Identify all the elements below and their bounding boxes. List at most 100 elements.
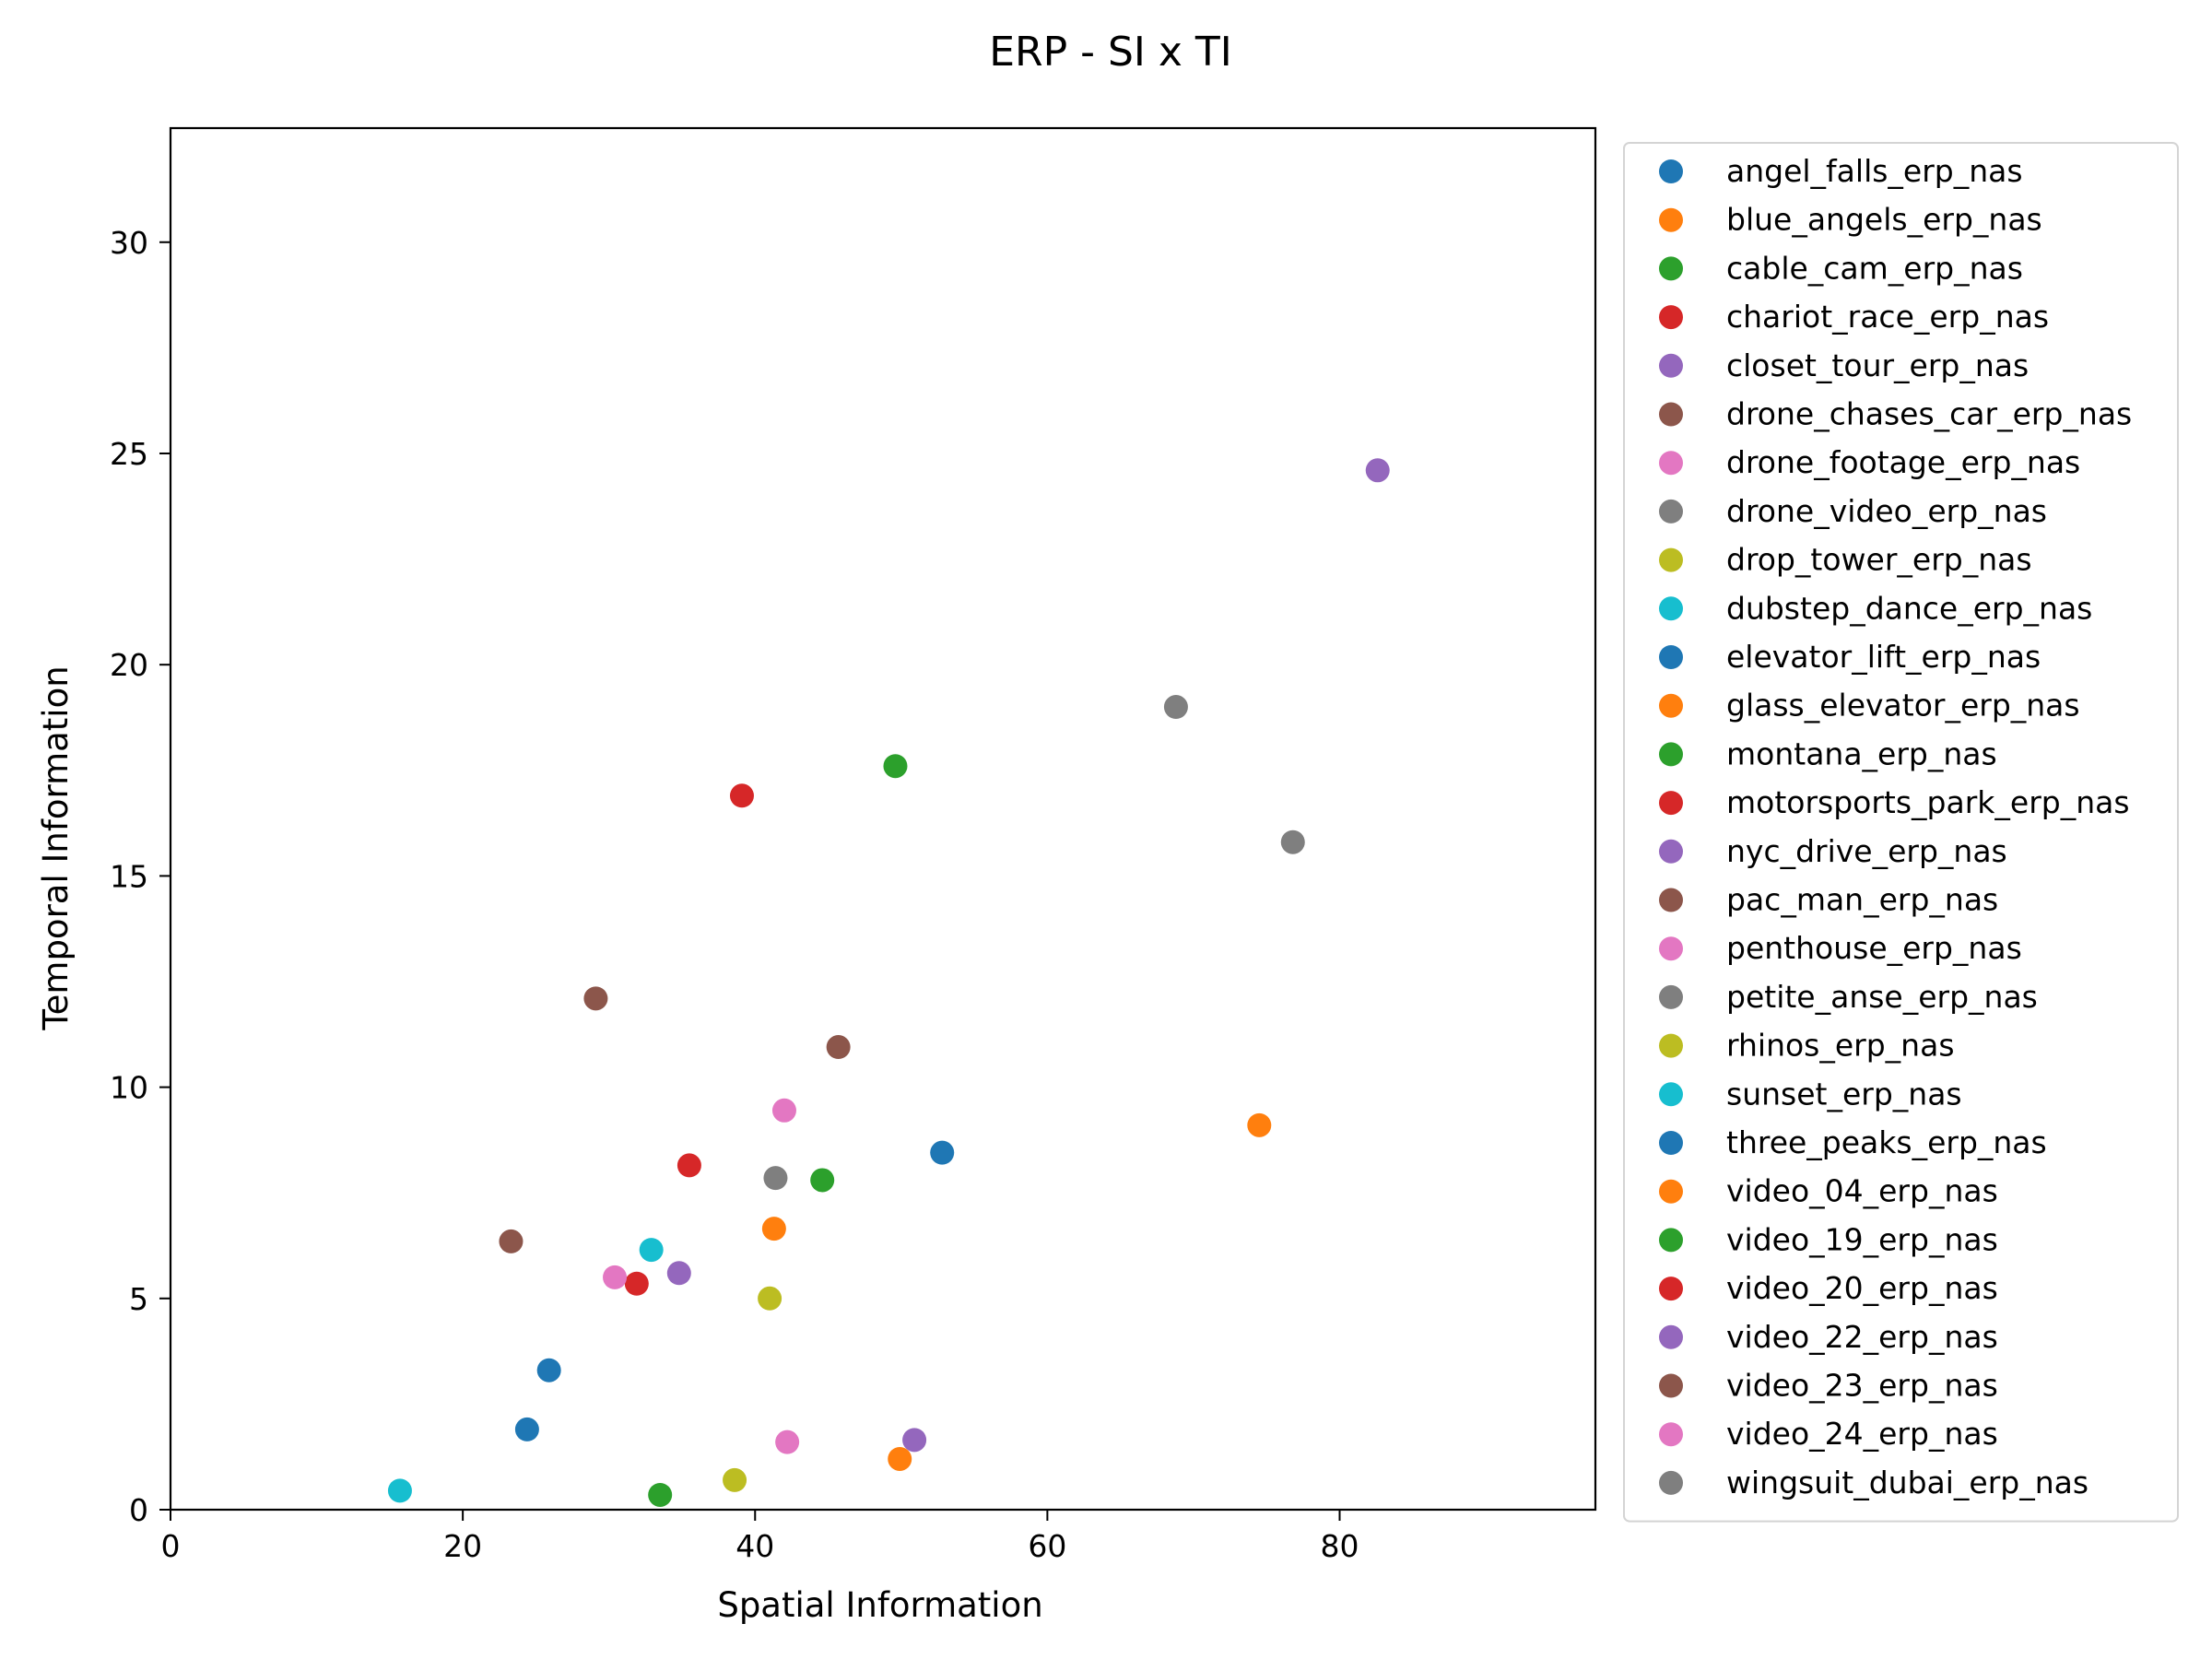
data-point-pac_man_erp_nas	[499, 1229, 524, 1253]
y-tick-label: 25	[110, 436, 148, 472]
legend-label-angel_falls_erp_nas: angel_falls_erp_nas	[1726, 153, 2023, 189]
data-point-video_23_erp_nas	[826, 1035, 851, 1060]
x-tick-label: 60	[1028, 1528, 1066, 1564]
legend-marker-video_22_erp_nas	[1659, 1324, 1683, 1349]
legend-marker-sunset_erp_nas	[1659, 1082, 1683, 1107]
legend-label-video_19_erp_nas: video_19_erp_nas	[1726, 1221, 1998, 1257]
legend-marker-drone_video_erp_nas	[1659, 499, 1683, 524]
legend-label-glass_elevator_erp_nas: glass_elevator_erp_nas	[1726, 688, 2080, 724]
data-point-motorsports_park_erp_nas	[677, 1153, 701, 1178]
x-axis-title: Spatial Information	[717, 1585, 1042, 1625]
data-point-chariot_race_erp_nas	[624, 1271, 649, 1296]
legend-label-video_04_erp_nas: video_04_erp_nas	[1726, 1173, 1998, 1209]
data-point-video_24_erp_nas	[771, 1098, 796, 1123]
legend-marker-video_20_erp_nas	[1659, 1277, 1683, 1301]
legend: angel_falls_erp_nas blue_angels_erp_nasca…	[1623, 142, 2179, 1523]
legend-label-wingsuit_dubai_erp_nas: wingsuit_dubai_erp_nas	[1726, 1465, 2088, 1500]
data-point-nyc_drive_erp_nas	[902, 1428, 927, 1453]
legend-marker-angel_falls_erp_nas	[1659, 159, 1683, 183]
legend-marker-pac_man_erp_nas	[1659, 888, 1683, 912]
data-point-angel_falls_erp_nas	[514, 1417, 539, 1441]
data-point-wingsuit_dubai_erp_nas	[763, 1166, 788, 1191]
legend-label-blue_angels_erp_nas: blue_angels_erp_nas	[1726, 202, 2042, 238]
legend-label-rhinos_erp_nas: rhinos_erp_nas	[1726, 1028, 1955, 1064]
data-point-penthouse_erp_nas	[603, 1265, 628, 1289]
legend-marker-drone_footage_erp_nas	[1659, 451, 1683, 476]
legend-marker-blue_angels_erp_nas	[1659, 207, 1683, 232]
legend-marker-video_19_erp_nas	[1659, 1228, 1683, 1253]
legend-label-drone_chases_car_erp_nas: drone_chases_car_erp_nas	[1726, 396, 2132, 432]
legend-marker-video_04_erp_nas	[1659, 1179, 1683, 1204]
x-tick-label: 0	[161, 1528, 181, 1564]
data-point-drop_tower_erp_nas	[758, 1286, 782, 1311]
data-point-drone_footage_erp_nas	[775, 1430, 800, 1454]
data-point-three_peaks_erp_nas	[536, 1358, 561, 1382]
legend-label-penthouse_erp_nas: penthouse_erp_nas	[1726, 930, 2022, 966]
legend-label-petite_anse_erp_nas: petite_anse_erp_nas	[1726, 979, 2038, 1015]
legend-label-motorsports_park_erp_nas: motorsports_park_erp_nas	[1726, 784, 2130, 820]
legend-label-drone_video_erp_nas: drone_video_erp_nas	[1726, 493, 2047, 529]
legend-marker-video_23_erp_nas	[1659, 1373, 1683, 1398]
plot-frame	[169, 126, 1597, 1512]
data-point-video_22_erp_nas	[1365, 458, 1390, 483]
legend-label-three_peaks_erp_nas: three_peaks_erp_nas	[1726, 1124, 2047, 1160]
y-tick-label: 20	[110, 647, 148, 683]
data-point-sunset_erp_nas	[639, 1238, 664, 1263]
legend-label-nyc_drive_erp_nas: nyc_drive_erp_nas	[1726, 833, 2007, 869]
data-point-dubstep_dance_erp_nas	[387, 1478, 412, 1503]
data-point-drone_chases_car_erp_nas	[583, 986, 608, 1011]
data-point-elevator_lift_erp_nas	[930, 1140, 955, 1165]
legend-label-drone_footage_erp_nas: drone_footage_erp_nas	[1726, 444, 2080, 480]
legend-label-video_22_erp_nas: video_22_erp_nas	[1726, 1319, 1998, 1355]
legend-label-pac_man_erp_nas: pac_man_erp_nas	[1726, 882, 1998, 918]
legend-label-video_20_erp_nas: video_20_erp_nas	[1726, 1270, 1998, 1306]
legend-marker-nyc_drive_erp_nas	[1659, 839, 1683, 864]
y-axis-title: Temporal Information	[36, 665, 76, 1030]
data-point-video_04_erp_nas	[761, 1217, 786, 1241]
legend-marker-drop_tower_erp_nas	[1659, 547, 1683, 572]
data-point-drone_video_erp_nas	[1280, 830, 1305, 854]
plot-area: 0 20 40 60 80 0 5 10 15 20 25 30	[110, 126, 1597, 1564]
legend-marker-closet_tour_erp_nas	[1659, 353, 1683, 378]
legend-label-dubstep_dance_erp_nas: dubstep_dance_erp_nas	[1726, 590, 2092, 626]
legend-marker-glass_elevator_erp_nas	[1659, 693, 1683, 718]
legend-marker-video_24_erp_nas	[1659, 1422, 1683, 1447]
legend-label-video_24_erp_nas: video_24_erp_nas	[1726, 1416, 1998, 1452]
data-point-closet_tour_erp_nas	[666, 1261, 691, 1286]
data-point-video_19_erp_nas	[810, 1168, 835, 1193]
legend-label-closet_tour_erp_nas: closet_tour_erp_nas	[1726, 347, 2029, 383]
legend-label-cable_cam_erp_nas: cable_cam_erp_nas	[1726, 250, 2023, 286]
data-point-montana_erp_nas	[648, 1482, 673, 1507]
data-point-cable_cam_erp_nas	[883, 754, 908, 779]
x-tick-label: 20	[443, 1528, 482, 1564]
chart-title: ERP - SI x TI	[989, 29, 1232, 76]
legend-marker-chariot_race_erp_nas	[1659, 305, 1683, 330]
legend-label-drop_tower_erp_nas: drop_tower_erp_nas	[1726, 542, 2032, 578]
legend-label-video_23_erp_nas: video_23_erp_nas	[1726, 1368, 1998, 1404]
legend-marker-dubstep_dance_erp_nas	[1659, 596, 1683, 621]
legend-label-chariot_race_erp_nas: chariot_race_erp_nas	[1726, 299, 2049, 335]
y-tick-label: 5	[129, 1281, 148, 1317]
legend-marker-rhinos_erp_nas	[1659, 1033, 1683, 1058]
legend-marker-wingsuit_dubai_erp_nas	[1659, 1470, 1683, 1495]
legend-marker-elevator_lift_erp_nas	[1659, 645, 1683, 669]
y-tick-label: 0	[129, 1492, 148, 1528]
legend-frame	[1623, 142, 2179, 1523]
x-tick-label: 40	[735, 1528, 774, 1564]
legend-marker-drone_chases_car_erp_nas	[1659, 402, 1683, 427]
y-tick-label: 15	[110, 858, 148, 894]
legend-marker-cable_cam_erp_nas	[1659, 256, 1683, 281]
x-tick-label: 80	[1321, 1528, 1359, 1564]
data-point-glass_elevator_erp_nas	[888, 1446, 912, 1471]
data-point-video_20_erp_nas	[729, 783, 754, 808]
legend-label-sunset_erp_nas: sunset_erp_nas	[1726, 1076, 1962, 1112]
y-tick-label: 10	[110, 1070, 148, 1106]
y-tick-label: 30	[110, 225, 148, 261]
legend-label-montana_erp_nas: montana_erp_nas	[1726, 735, 1997, 771]
legend-label-elevator_lift_erp_nas: elevator_lift_erp_nas	[1726, 639, 2041, 675]
legend-marker-motorsports_park_erp_nas	[1659, 791, 1683, 816]
legend-marker-petite_anse_erp_nas	[1659, 984, 1683, 1009]
data-point-rhinos_erp_nas	[723, 1467, 747, 1492]
